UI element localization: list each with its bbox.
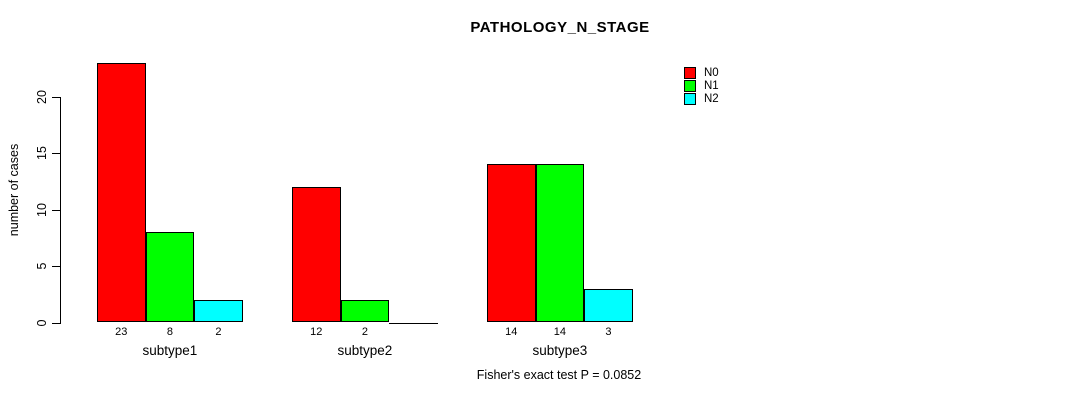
- bar-n1-subtype2: [340, 299, 390, 323]
- bar-value-label: 2: [215, 326, 222, 338]
- bar-value-label: 3: [605, 326, 612, 338]
- bar-n2-subtype2-zero: [389, 322, 438, 324]
- y-axis-tick-label: 0: [35, 319, 49, 326]
- legend-swatch-n2: [684, 93, 696, 106]
- group-label: subtype2: [337, 343, 393, 358]
- bar-n0-subtype1: [97, 62, 146, 323]
- legend-item: N0: [684, 66, 719, 79]
- bar-value-label: 8: [166, 326, 173, 338]
- bar-n0-subtype2: [292, 186, 341, 323]
- bar-value-label: 14: [553, 326, 567, 338]
- y-axis-tick-label: 20: [35, 89, 49, 104]
- y-axis-tick: [52, 209, 60, 211]
- bar-n1-subtype3: [535, 164, 585, 323]
- bar-value-label: 23: [115, 326, 128, 338]
- y-axis-tick-label: 10: [35, 202, 49, 217]
- bar-value-label: 14: [505, 326, 518, 338]
- y-axis-tick-label: 15: [35, 146, 49, 160]
- bar-n1-subtype1: [145, 232, 195, 323]
- annotation-fisher-test: Fisher's exact test P = 0.0852: [476, 368, 642, 382]
- group-label: subtype1: [142, 343, 198, 358]
- bar-n0-subtype3: [487, 164, 536, 323]
- y-axis-tick: [52, 322, 60, 324]
- y-axis-tick-label: 5: [35, 262, 49, 270]
- legend-item: N1: [684, 79, 719, 92]
- y-axis-tick: [52, 96, 60, 98]
- legend-swatch-n0: [684, 66, 696, 79]
- legend-swatch-n1: [684, 79, 696, 92]
- legend-item: N2: [684, 93, 719, 106]
- bar-value-label: 2: [361, 326, 368, 338]
- chart-title: PATHOLOGY_N_STAGE: [470, 19, 650, 36]
- y-axis-line: [60, 96, 61, 324]
- y-axis-tick: [52, 266, 60, 267]
- legend-label: N1: [704, 79, 719, 92]
- group-label: subtype3: [532, 343, 588, 358]
- bar-n2-subtype1: [194, 299, 243, 323]
- legend-label: N2: [704, 93, 719, 106]
- bar-n2-subtype3: [584, 288, 633, 323]
- y-axis-tick: [52, 153, 60, 154]
- bar-value-label: 12: [310, 326, 323, 338]
- legend-label: N0: [704, 66, 719, 79]
